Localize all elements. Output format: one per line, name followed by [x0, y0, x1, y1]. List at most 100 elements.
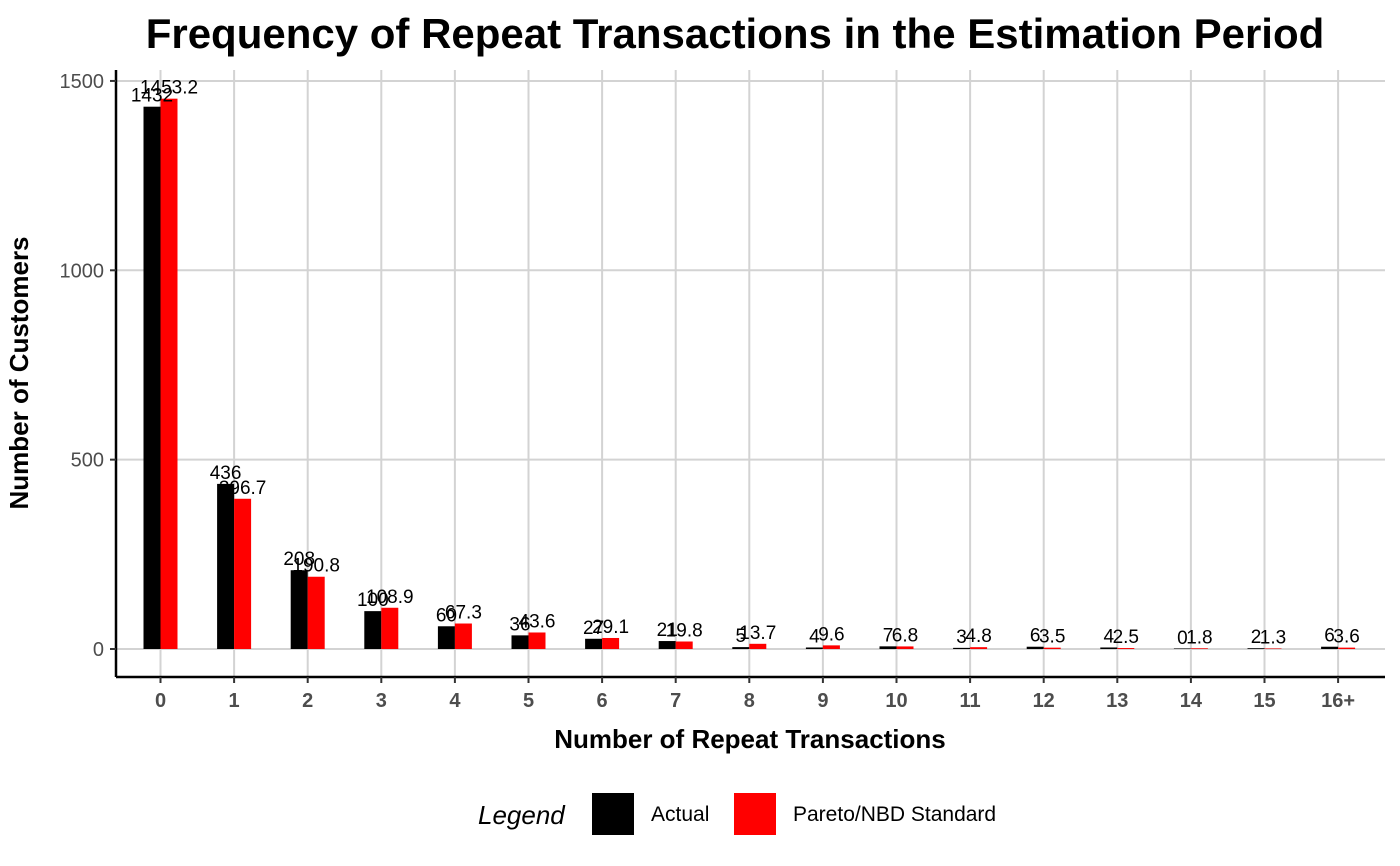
y-tick-label: 1000: [60, 260, 105, 282]
y-tick-label: 0: [93, 639, 104, 661]
bar-actual: [1173, 648, 1191, 649]
data-label-actual: 60: [436, 605, 457, 626]
bar-actual: [1321, 646, 1339, 649]
y-tick-label: 1500: [60, 71, 105, 93]
bar-pareto: [1043, 647, 1061, 649]
bar-pareto: [675, 641, 693, 649]
legend-swatch-actual: [592, 793, 634, 835]
bar-actual: [143, 106, 161, 649]
bar-actual: [953, 647, 971, 649]
x-tick-label: 3: [376, 690, 387, 712]
data-label-pareto: 1453.2: [140, 78, 198, 99]
x-tick-label: 1: [229, 690, 240, 712]
chart-title: Frequency of Repeat Transactions in the …: [146, 10, 1325, 57]
bar-actual: [1100, 647, 1118, 649]
data-label-pareto: 396.7: [219, 478, 267, 499]
bar-pareto: [896, 646, 914, 649]
grid: [116, 70, 1385, 677]
x-tick-label: 8: [744, 690, 755, 712]
bar-actual: [732, 647, 750, 649]
legend-swatch-pareto: [734, 793, 776, 835]
data-label-pareto: 1.8: [1186, 627, 1212, 648]
bar-pareto: [602, 637, 620, 649]
data-label-pareto: 2.5: [1113, 627, 1139, 648]
bar-actual: [437, 626, 455, 649]
bar-actual: [290, 570, 308, 649]
x-tick-label: 15: [1253, 690, 1275, 712]
bar-actual: [511, 635, 529, 649]
bar-actual: [658, 641, 676, 649]
bar-pareto: [234, 498, 252, 649]
data-label-actual: 4: [1104, 626, 1115, 647]
bar-pareto: [822, 645, 840, 649]
y-tick-label: 500: [71, 450, 104, 472]
bar-actual: [585, 638, 603, 649]
data-label-actual: 6: [1030, 626, 1041, 647]
data-label-pareto: 4.8: [965, 626, 991, 647]
x-tick-label: 10: [885, 690, 907, 712]
legend-label-pareto: Pareto/NBD Standard: [793, 803, 996, 826]
y-axis-ticks: 0 500 1000 1500: [60, 71, 116, 661]
x-axis-title: Number of Repeat Transactions: [554, 724, 946, 754]
x-tick-label: 4: [449, 690, 461, 712]
bar-pareto: [528, 632, 546, 649]
bar-pareto: [1338, 647, 1356, 649]
bar-pareto: [1264, 648, 1282, 649]
x-tick-label: 12: [1033, 690, 1055, 712]
x-tick-label: 7: [670, 690, 681, 712]
bar-pareto: [381, 607, 399, 649]
x-axis-ticks: 0 1 2 3 4 5 6 7 8 9 10 11 12 13 14 15 16+: [155, 677, 1355, 712]
x-tick-label: 13: [1106, 690, 1128, 712]
x-tick-label: 11: [960, 690, 981, 712]
x-tick-label: 5: [523, 690, 534, 712]
data-label-actual: 6: [1324, 626, 1335, 647]
bar-actual: [879, 646, 897, 649]
bar-pareto: [307, 576, 325, 649]
data-label-actual: 0: [1177, 628, 1188, 649]
x-tick-label: 9: [817, 690, 828, 712]
bar-actual: [1247, 648, 1265, 649]
data-label-pareto: 1.3: [1260, 628, 1286, 649]
data-label-actual: 3: [956, 627, 967, 648]
y-axis-title: Number of Customers: [4, 236, 34, 509]
legend: Legend Actual Pareto/NBD Standard: [478, 793, 996, 835]
data-label-actual: 2: [1251, 627, 1262, 648]
legend-label-actual: Actual: [651, 803, 709, 826]
data-label-actual: 27: [583, 618, 604, 639]
legend-title: Legend: [478, 800, 566, 830]
data-label-pareto: 13.7: [739, 623, 776, 644]
data-label-actual: 100: [357, 590, 389, 611]
data-label-pareto: 19.8: [666, 621, 703, 642]
bar-pareto: [749, 643, 767, 649]
data-label-actual: 36: [509, 614, 530, 635]
bar-pareto: [970, 647, 988, 649]
data-label-actual: 436: [210, 463, 242, 484]
data-label-pareto: 6.8: [892, 625, 918, 646]
data-label-pareto: 108.9: [366, 587, 414, 608]
data-label-actual: 7: [883, 625, 894, 646]
x-tick-label: 6: [597, 690, 608, 712]
x-tick-label: 14: [1180, 690, 1203, 712]
data-label-actual: 5: [736, 626, 747, 647]
bar-actual: [805, 647, 823, 649]
bar-actual: [1026, 646, 1044, 649]
data-label-pareto: 29.1: [592, 617, 629, 638]
data-label-actual: 208: [283, 549, 315, 570]
bar-pareto: [1190, 648, 1208, 649]
data-label-pareto: 190.8: [292, 556, 340, 577]
data-label-pareto: 3.6: [1333, 627, 1359, 648]
bar-pareto: [160, 98, 178, 649]
bar-actual: [217, 483, 235, 649]
data-label-pareto: 3.5: [1039, 627, 1065, 648]
x-tick-label: 2: [302, 690, 313, 712]
bar-actual: [364, 611, 382, 649]
data-label-actual: 21: [657, 620, 678, 641]
bar-pareto: [1117, 648, 1135, 649]
data-label-actual: 1432: [131, 86, 173, 107]
bar-pareto: [454, 623, 472, 649]
data-label-actual: 4: [809, 626, 820, 647]
x-tick-label: 0: [155, 690, 166, 712]
data-label-pareto: 9.6: [818, 624, 844, 645]
